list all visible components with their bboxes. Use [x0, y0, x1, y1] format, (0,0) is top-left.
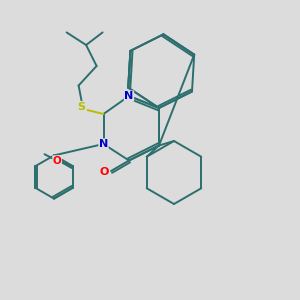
- Text: O: O: [100, 167, 109, 178]
- Text: S: S: [78, 101, 86, 112]
- Text: N: N: [99, 139, 108, 149]
- Text: O: O: [53, 156, 62, 166]
- Text: N: N: [124, 91, 134, 101]
